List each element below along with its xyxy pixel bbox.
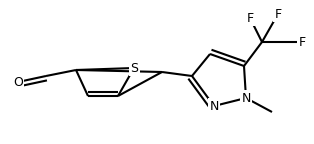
Text: O: O	[13, 75, 23, 89]
Text: N: N	[241, 91, 251, 105]
Text: N: N	[209, 100, 219, 112]
Text: F: F	[246, 12, 254, 24]
Text: S: S	[130, 61, 138, 74]
Text: F: F	[298, 36, 306, 49]
Text: F: F	[274, 7, 282, 20]
